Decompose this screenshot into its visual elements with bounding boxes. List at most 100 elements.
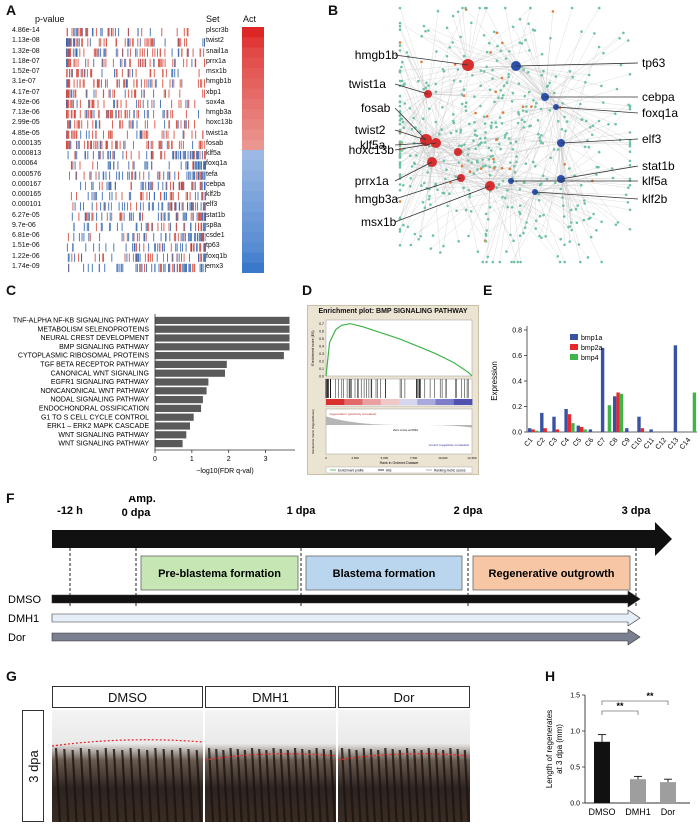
network-edge [425, 31, 469, 66]
barcode-tick [91, 28, 93, 37]
network-node [485, 65, 488, 69]
barcode-tick [155, 243, 156, 252]
label-leader-line [555, 106, 639, 114]
barcode-tick [176, 222, 178, 232]
network-edge [467, 64, 504, 113]
network-edge [510, 110, 551, 182]
barcode-tick [153, 38, 155, 47]
network-node [557, 120, 560, 123]
barcode-tick [154, 79, 156, 88]
barcode-tick [116, 171, 118, 180]
network-node [487, 158, 491, 161]
pathway-bar [155, 343, 290, 351]
barcode-tick [131, 171, 133, 180]
barcode-tick [168, 120, 170, 129]
network-node [509, 141, 512, 145]
barcode-tick [97, 48, 99, 57]
barcode-tick [200, 212, 202, 221]
barcode-tick [92, 161, 94, 170]
barcode-tick [166, 192, 167, 201]
barcode-tick [139, 171, 141, 180]
network-edge [468, 185, 491, 237]
timeline-arrow [52, 522, 672, 556]
network-edge [427, 7, 466, 95]
pathway-label: WNT SIGNALING PATHWAY [58, 432, 149, 439]
barcode-tick [190, 233, 192, 242]
network-node [474, 111, 477, 115]
legend-box [325, 466, 473, 474]
barcode-tick [70, 161, 72, 170]
network-node [498, 260, 502, 264]
barcode-tick [186, 38, 188, 47]
label-leader-line [394, 161, 433, 182]
network-node [479, 84, 482, 87]
barcode-tick [90, 69, 92, 78]
barcode-tick [95, 89, 97, 98]
network-edge [427, 81, 461, 95]
network-node [600, 84, 603, 88]
network-node [534, 227, 537, 230]
barcode-tick [146, 79, 148, 88]
barcode-tick [171, 79, 173, 88]
network-node [428, 194, 431, 198]
barcode-tick [135, 171, 137, 180]
network-node [482, 70, 486, 73]
barcode-tick [119, 140, 121, 150]
network-edge [519, 106, 557, 190]
barcode-tick [146, 263, 147, 273]
barcode-tick [100, 48, 102, 57]
network-node [626, 39, 630, 42]
network-edge [482, 142, 562, 160]
barcode-tick [70, 58, 72, 68]
network-node [524, 38, 527, 42]
barcode-tick [108, 151, 110, 160]
network-edge [462, 151, 536, 193]
fin-ray [420, 749, 427, 822]
barcode-tick [76, 28, 78, 37]
barcode-tick [101, 181, 103, 191]
barcode-tick [191, 181, 193, 191]
barcode-tick [121, 222, 123, 232]
barcode-tick [191, 243, 192, 252]
barcode-tick [87, 263, 89, 273]
network-node [551, 10, 555, 13]
barcode-tick [79, 110, 81, 119]
barcode-tick [139, 99, 141, 109]
row-label: 3 dpa [25, 749, 41, 783]
barcode-tick [79, 99, 81, 109]
barcode-tick [204, 253, 206, 262]
network-node [540, 52, 544, 56]
network-node [583, 199, 586, 202]
network-node [485, 229, 489, 232]
barcode-tick [157, 171, 159, 180]
network-edge [510, 180, 558, 257]
barcode-tick [89, 38, 91, 47]
barcode-tick [194, 192, 196, 201]
barcode-tick [120, 120, 122, 129]
network-node [610, 167, 614, 170]
network-edge [489, 185, 541, 217]
network-node [534, 105, 537, 109]
network-node [628, 163, 632, 167]
barcode-tick [92, 212, 94, 221]
barcode-tick [176, 212, 178, 221]
barcode-tick [184, 233, 186, 242]
activity-cell [242, 57, 264, 69]
barcode-tick [138, 99, 140, 109]
barcode-tick [68, 140, 70, 150]
barcode-tick [87, 192, 89, 201]
network-node [545, 177, 549, 181]
barcode-tick [183, 233, 185, 242]
network-node [585, 119, 588, 123]
barcode-tick [73, 28, 75, 37]
network-node [488, 41, 491, 45]
network-edge [399, 139, 427, 219]
expression-bar-bmp2a [567, 414, 572, 432]
network-node [435, 50, 438, 53]
network-node [500, 96, 504, 100]
barcode-tick [162, 202, 164, 211]
barcode-tick [194, 233, 196, 242]
barcode-tick [100, 38, 102, 47]
network-node [589, 126, 592, 129]
network-node [419, 235, 422, 238]
